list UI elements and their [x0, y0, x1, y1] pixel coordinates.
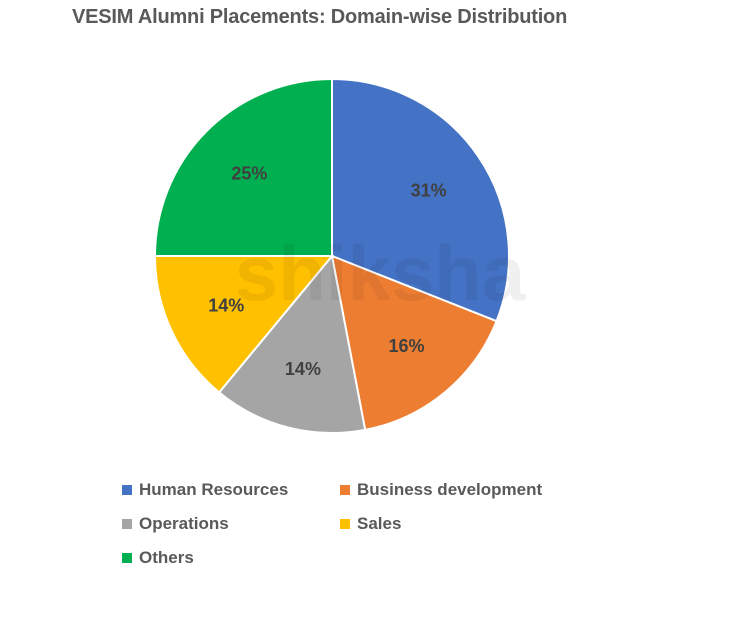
- watermark-text: shiksha: [235, 229, 526, 317]
- legend-swatch-icon: [340, 519, 350, 529]
- pie-slice-business-development: [330, 254, 498, 432]
- data-label: 14%: [285, 359, 321, 379]
- data-label: 16%: [388, 336, 424, 356]
- pie-slice-human-resources: [331, 77, 510, 323]
- legend-item-others: Others: [122, 548, 194, 568]
- legend-swatch-icon: [122, 519, 132, 529]
- data-label: 14%: [208, 296, 244, 316]
- data-label: 31%: [411, 180, 447, 200]
- legend-item-business-development: Business development: [340, 480, 542, 500]
- legend-label: Human Resources: [139, 480, 289, 499]
- pie-data-labels: shiksha 31% 16% 14% 14% 25%: [208, 163, 526, 379]
- legend-swatch-icon: [122, 553, 132, 563]
- legend-item-human-resources: Human Resources: [122, 480, 288, 500]
- pie-slice-others: [153, 77, 333, 257]
- legend-label: Business development: [357, 480, 543, 499]
- legend-swatch-icon: [122, 485, 132, 495]
- pie-slice-sales: [153, 255, 335, 394]
- legend-label: Sales: [357, 514, 402, 533]
- pie-chart: shiksha 31% 16% 14% 14% 25%: [153, 77, 526, 434]
- pie-slices: [153, 77, 510, 434]
- data-label: 25%: [231, 163, 267, 183]
- legend-item-operations: Operations: [122, 514, 229, 534]
- pie-slice-operations: [217, 253, 367, 434]
- legend-label: Others: [139, 548, 194, 567]
- legend-item-sales: Sales: [340, 514, 401, 534]
- chart-title: VESIM Alumni Placements: Domain-wise Dis…: [72, 6, 568, 28]
- legend-swatch-icon: [340, 485, 350, 495]
- legend-label: Operations: [139, 514, 229, 533]
